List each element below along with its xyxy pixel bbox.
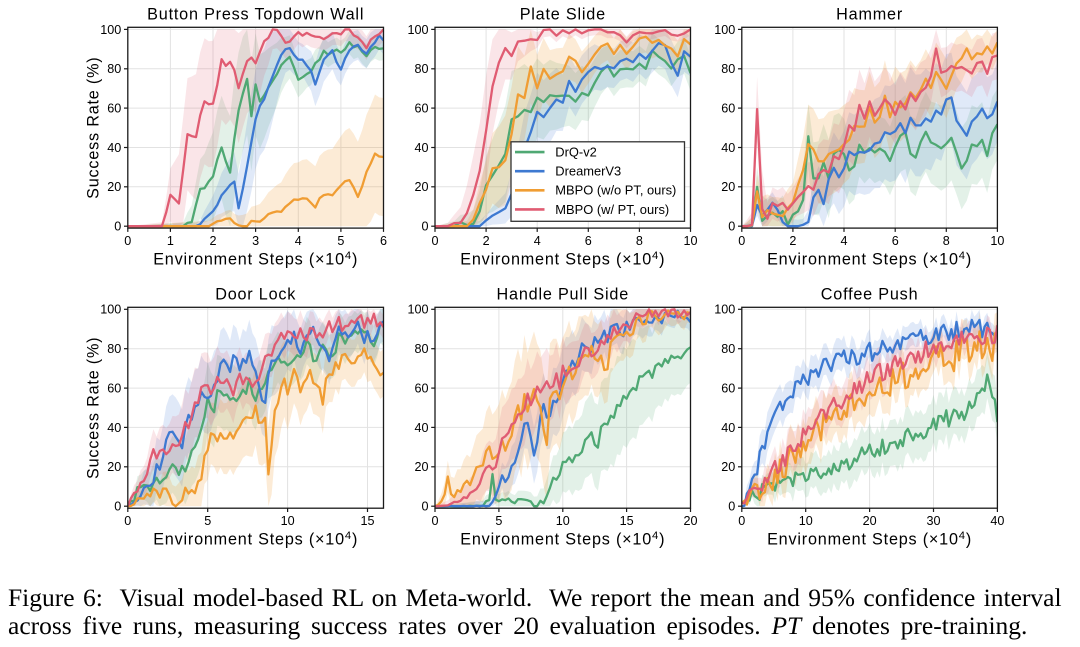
svg-text:5: 5 (204, 514, 211, 528)
svg-text:40: 40 (414, 421, 428, 435)
svg-text:15: 15 (620, 514, 634, 528)
svg-text:2: 2 (209, 234, 216, 248)
svg-text:Hammer: Hammer (836, 6, 903, 24)
svg-text:20: 20 (863, 514, 877, 528)
svg-text:40: 40 (721, 141, 735, 155)
svg-text:8: 8 (943, 234, 950, 248)
svg-text:40: 40 (107, 141, 121, 155)
svg-text:80: 80 (414, 62, 428, 76)
svg-text:Environment Steps (×104): Environment Steps (×104) (153, 530, 358, 548)
svg-text:60: 60 (107, 102, 121, 116)
svg-text:80: 80 (721, 62, 735, 76)
svg-text:20: 20 (414, 460, 428, 474)
svg-text:0: 0 (431, 514, 438, 528)
svg-text:100: 100 (407, 23, 428, 37)
svg-text:0: 0 (421, 500, 428, 514)
svg-text:60: 60 (721, 382, 735, 396)
svg-text:Handle Pull Side: Handle Pull Side (497, 286, 629, 304)
svg-text:80: 80 (107, 342, 121, 356)
svg-text:Button Press Topdown Wall: Button Press Topdown Wall (147, 6, 364, 24)
svg-text:20: 20 (721, 180, 735, 194)
svg-text:80: 80 (414, 342, 428, 356)
svg-text:100: 100 (100, 303, 121, 317)
svg-text:Environment Steps (×104): Environment Steps (×104) (153, 250, 358, 268)
svg-text:6: 6 (585, 234, 592, 248)
svg-text:Environment Steps (×104): Environment Steps (×104) (460, 250, 665, 268)
svg-text:0: 0 (124, 234, 131, 248)
svg-text:20: 20 (107, 180, 121, 194)
svg-text:0: 0 (738, 514, 745, 528)
svg-text:MBPO (w/ PT, ours): MBPO (w/ PT, ours) (555, 202, 669, 217)
svg-text:100: 100 (100, 23, 121, 37)
svg-text:5: 5 (495, 514, 502, 528)
svg-text:20: 20 (414, 180, 428, 194)
svg-text:DrQ-v2: DrQ-v2 (555, 145, 597, 160)
svg-text:Success Rate (%): Success Rate (%) (84, 337, 102, 479)
svg-text:Plate Slide: Plate Slide (520, 6, 606, 24)
svg-text:60: 60 (107, 382, 121, 396)
svg-text:Coffee Push: Coffee Push (821, 286, 919, 304)
svg-text:20: 20 (107, 460, 121, 474)
svg-text:60: 60 (414, 382, 428, 396)
svg-text:MBPO (w/o PT, ours): MBPO (w/o PT, ours) (555, 183, 676, 198)
svg-text:2: 2 (789, 234, 796, 248)
svg-text:0: 0 (124, 514, 131, 528)
svg-text:10: 10 (990, 234, 1004, 248)
svg-text:4: 4 (534, 234, 541, 248)
svg-text:20: 20 (721, 460, 735, 474)
svg-text:2: 2 (483, 234, 490, 248)
svg-text:8: 8 (636, 234, 643, 248)
svg-text:4: 4 (295, 234, 302, 248)
svg-text:DreamerV3: DreamerV3 (555, 164, 621, 179)
svg-text:30: 30 (926, 514, 940, 528)
svg-text:100: 100 (714, 23, 735, 37)
svg-text:Environment Steps (×104): Environment Steps (×104) (460, 530, 665, 548)
svg-text:Success Rate (%): Success Rate (%) (84, 57, 102, 199)
svg-text:60: 60 (414, 102, 428, 116)
svg-text:10: 10 (683, 234, 697, 248)
svg-text:0: 0 (738, 234, 745, 248)
svg-text:0: 0 (421, 220, 428, 234)
svg-text:40: 40 (721, 421, 735, 435)
svg-text:Environment Steps (×104): Environment Steps (×104) (767, 530, 972, 548)
svg-text:0: 0 (728, 220, 735, 234)
svg-text:15: 15 (360, 514, 374, 528)
svg-text:10: 10 (799, 514, 813, 528)
svg-text:1: 1 (167, 234, 174, 248)
svg-text:20: 20 (683, 514, 697, 528)
svg-text:0: 0 (431, 234, 438, 248)
svg-text:0: 0 (114, 500, 121, 514)
svg-text:Door Lock: Door Lock (215, 286, 296, 304)
svg-text:Environment Steps (×104): Environment Steps (×104) (767, 250, 972, 268)
svg-text:10: 10 (281, 514, 295, 528)
svg-text:6: 6 (892, 234, 899, 248)
svg-text:40: 40 (107, 421, 121, 435)
svg-text:0: 0 (728, 500, 735, 514)
svg-text:80: 80 (721, 342, 735, 356)
svg-text:10: 10 (556, 514, 570, 528)
svg-text:5: 5 (337, 234, 344, 248)
svg-text:100: 100 (407, 303, 428, 317)
svg-text:3: 3 (252, 234, 259, 248)
svg-text:60: 60 (721, 102, 735, 116)
svg-text:4: 4 (840, 234, 847, 248)
svg-text:100: 100 (714, 303, 735, 317)
svg-text:0: 0 (114, 220, 121, 234)
svg-text:6: 6 (380, 234, 387, 248)
svg-text:40: 40 (990, 514, 1004, 528)
svg-text:40: 40 (414, 141, 428, 155)
svg-text:80: 80 (107, 62, 121, 76)
